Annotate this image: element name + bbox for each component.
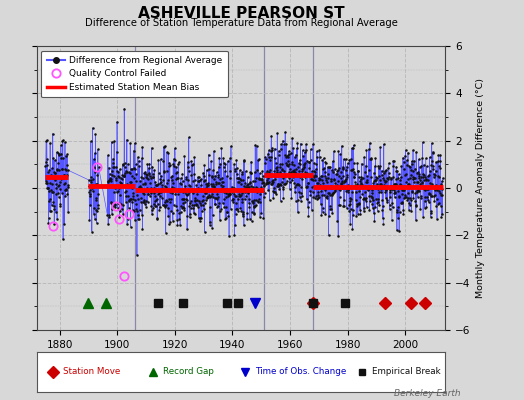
Text: ASHEVILLE PEARSON ST: ASHEVILLE PEARSON ST	[138, 6, 344, 21]
Y-axis label: Monthly Temperature Anomaly Difference (°C): Monthly Temperature Anomaly Difference (…	[476, 78, 485, 298]
Text: Record Gap: Record Gap	[163, 368, 214, 376]
Text: Time of Obs. Change: Time of Obs. Change	[255, 368, 346, 376]
Text: Empirical Break: Empirical Break	[372, 368, 441, 376]
Text: Difference of Station Temperature Data from Regional Average: Difference of Station Temperature Data f…	[84, 18, 398, 28]
Legend: Difference from Regional Average, Quality Control Failed, Estimated Station Mean: Difference from Regional Average, Qualit…	[41, 50, 228, 97]
Text: Station Move: Station Move	[63, 368, 121, 376]
Text: Berkeley Earth: Berkeley Earth	[395, 389, 461, 398]
